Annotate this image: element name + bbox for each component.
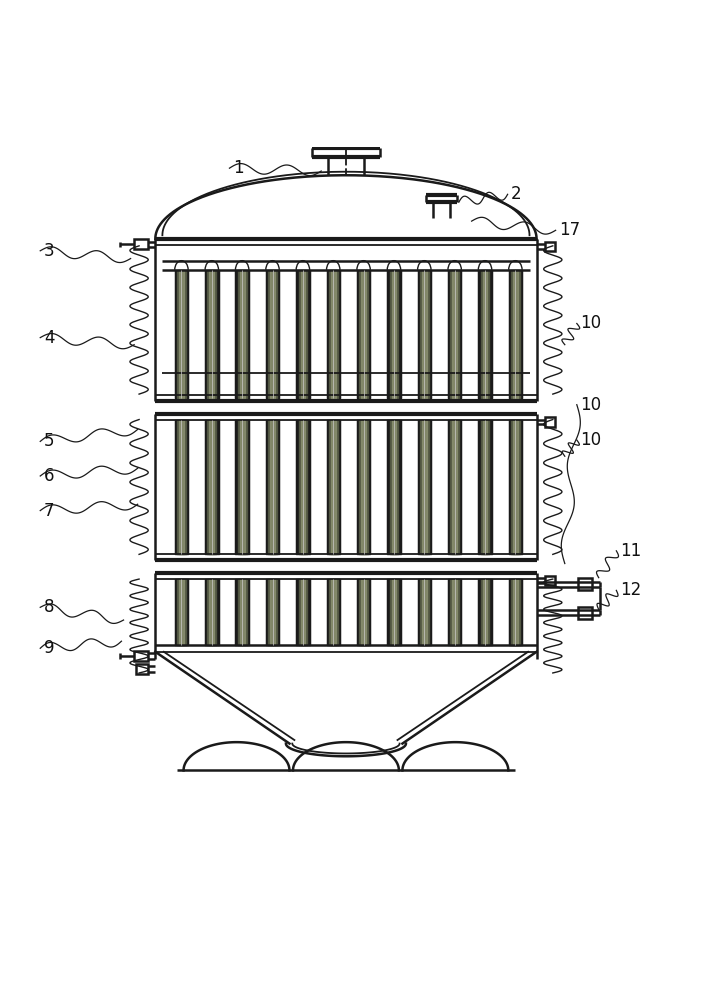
Text: 10: 10 bbox=[580, 431, 602, 449]
Text: 12: 12 bbox=[620, 581, 641, 599]
Text: 10: 10 bbox=[580, 314, 602, 332]
Text: 4: 4 bbox=[44, 329, 54, 347]
Text: 7: 7 bbox=[44, 502, 54, 520]
Bar bbox=[545, 417, 555, 427]
Bar bbox=[545, 576, 555, 585]
Bar bbox=[136, 664, 148, 674]
Bar bbox=[134, 239, 148, 249]
Text: 1: 1 bbox=[233, 159, 244, 177]
Text: 17: 17 bbox=[559, 221, 580, 239]
Bar bbox=[134, 651, 148, 661]
Text: 3: 3 bbox=[44, 242, 54, 260]
Text: 11: 11 bbox=[620, 542, 641, 560]
Text: 5: 5 bbox=[44, 432, 54, 450]
Bar bbox=[578, 578, 592, 590]
Text: 9: 9 bbox=[44, 639, 54, 657]
Bar bbox=[578, 607, 592, 619]
Text: 6: 6 bbox=[44, 467, 54, 485]
Text: 2: 2 bbox=[511, 185, 522, 203]
Text: 8: 8 bbox=[44, 598, 54, 616]
Bar bbox=[545, 242, 555, 251]
Text: 10: 10 bbox=[580, 396, 602, 414]
